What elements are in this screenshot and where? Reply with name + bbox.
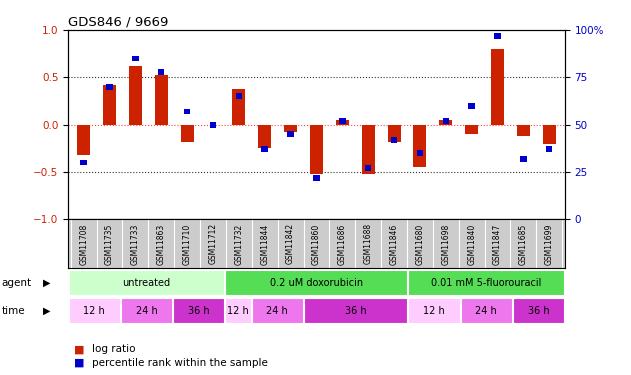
Bar (209, 122, 216, 128)
Bar (225, 270, 408, 295)
Text: 12 h: 12 h (83, 306, 105, 316)
Text: time: time (1, 306, 25, 316)
Bar (184, 109, 191, 114)
Bar (387, 124, 401, 142)
Bar (494, 33, 501, 39)
Bar (252, 298, 303, 323)
Bar (235, 93, 242, 99)
Text: GSM11685: GSM11685 (519, 223, 528, 264)
Bar (261, 147, 268, 152)
Text: GSM11710: GSM11710 (182, 223, 192, 264)
Bar (106, 84, 113, 90)
Bar (391, 137, 398, 142)
Bar (465, 124, 478, 134)
Bar (180, 124, 194, 142)
Bar (155, 75, 168, 124)
Text: ■: ■ (74, 358, 85, 368)
Bar (121, 298, 172, 323)
Text: GSM11735: GSM11735 (105, 223, 114, 265)
Text: GSM11860: GSM11860 (312, 223, 321, 264)
Bar (408, 298, 459, 323)
Text: GSM11699: GSM11699 (545, 223, 554, 265)
Text: 0.2 uM doxorubicin: 0.2 uM doxorubicin (270, 278, 363, 288)
Text: agent: agent (1, 278, 32, 288)
Bar (287, 131, 294, 137)
Text: untreated: untreated (122, 278, 170, 288)
Bar (284, 124, 297, 132)
Bar (174, 298, 225, 323)
Bar (69, 298, 120, 323)
Bar (517, 124, 530, 136)
Text: 0.01 mM 5-fluorouracil: 0.01 mM 5-fluorouracil (431, 278, 541, 288)
Text: GDS846 / 9669: GDS846 / 9669 (68, 16, 168, 29)
Bar (336, 120, 349, 124)
Bar (365, 165, 372, 171)
Text: GSM11712: GSM11712 (208, 223, 218, 264)
Text: 24 h: 24 h (266, 306, 288, 316)
Text: log ratio: log ratio (92, 345, 136, 354)
Bar (129, 66, 142, 124)
Bar (225, 298, 251, 323)
Text: GSM11698: GSM11698 (441, 223, 451, 264)
Bar (468, 103, 475, 109)
Bar (491, 49, 504, 124)
Text: GSM11686: GSM11686 (338, 223, 347, 264)
Text: GSM11863: GSM11863 (156, 223, 166, 264)
Bar (258, 124, 271, 148)
Text: GSM11847: GSM11847 (493, 223, 502, 264)
Text: GSM11842: GSM11842 (286, 223, 295, 264)
Text: ■: ■ (74, 345, 85, 354)
Bar (439, 120, 452, 124)
Bar (442, 118, 449, 124)
Bar (80, 160, 87, 165)
Text: GSM11732: GSM11732 (234, 223, 244, 264)
Text: GSM11688: GSM11688 (363, 223, 373, 264)
Bar (513, 298, 564, 323)
Bar (461, 298, 512, 323)
Text: ▶: ▶ (43, 306, 50, 316)
Bar (158, 69, 165, 75)
Text: 36 h: 36 h (528, 306, 550, 316)
Text: GSM11844: GSM11844 (260, 223, 269, 264)
Bar (408, 270, 564, 295)
Bar (362, 124, 375, 174)
Bar (543, 124, 556, 144)
Text: 12 h: 12 h (423, 306, 445, 316)
Bar (416, 150, 423, 156)
Text: GSM11680: GSM11680 (415, 223, 425, 264)
Text: 36 h: 36 h (345, 306, 367, 316)
Text: 36 h: 36 h (188, 306, 209, 316)
Text: ▶: ▶ (43, 278, 50, 288)
Text: GSM11846: GSM11846 (389, 223, 399, 264)
Text: GSM11708: GSM11708 (79, 223, 88, 264)
Bar (232, 89, 245, 125)
Bar (310, 124, 323, 174)
Bar (132, 56, 139, 61)
Bar (103, 85, 116, 124)
Text: 12 h: 12 h (227, 306, 249, 316)
Bar (546, 147, 553, 152)
Text: 24 h: 24 h (136, 306, 157, 316)
Text: GSM11733: GSM11733 (131, 223, 140, 265)
Text: percentile rank within the sample: percentile rank within the sample (92, 358, 268, 368)
Bar (304, 298, 408, 323)
Bar (77, 124, 90, 155)
Bar (69, 270, 225, 295)
Text: 24 h: 24 h (476, 306, 497, 316)
Bar (520, 156, 527, 162)
Bar (313, 175, 320, 180)
Bar (339, 118, 346, 124)
Text: GSM11840: GSM11840 (467, 223, 476, 264)
Bar (413, 124, 427, 167)
